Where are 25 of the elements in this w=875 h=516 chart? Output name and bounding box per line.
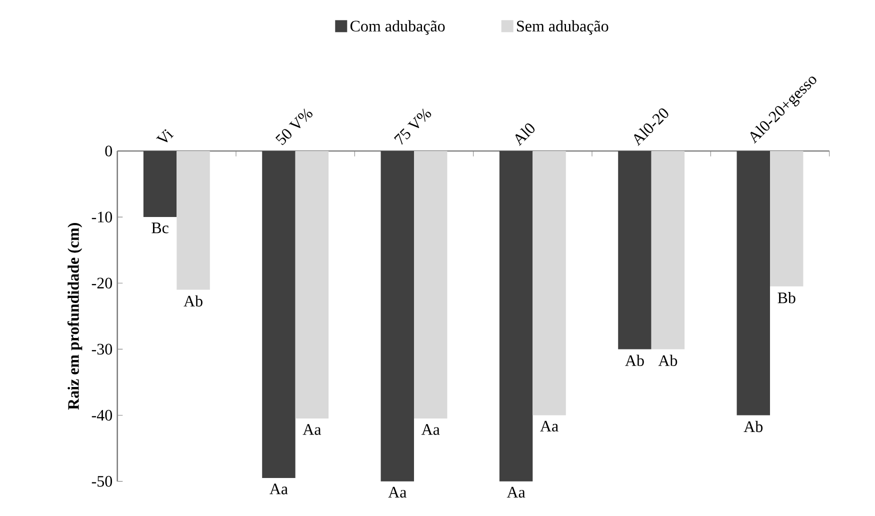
data-label: Ab	[184, 295, 202, 307]
x-tick-label: 75 V%	[394, 108, 432, 145]
data-label: Aa	[270, 484, 288, 494]
data-label: Aa	[302, 424, 322, 435]
y-tick-label: -10	[92, 212, 112, 222]
x-tick-label: 50 V%	[275, 108, 312, 146]
data-label: Aa	[540, 420, 558, 432]
legend-label: Com adubação	[350, 20, 445, 35]
y-tick-label: -30	[92, 344, 112, 355]
y-tick-label: -40	[92, 410, 112, 421]
y-axis-title: Raiz em profundidade (cm)	[67, 223, 82, 410]
data-label: Aa	[421, 424, 440, 435]
y-tick-label: -20	[92, 278, 112, 289]
data-label: Bb	[778, 292, 796, 304]
data-label: Ab	[625, 354, 644, 366]
y-tick-label: 0	[105, 146, 112, 156]
data-label: Ab	[744, 420, 763, 432]
data-label: Bc	[152, 222, 168, 234]
data-label: Aa	[388, 486, 406, 498]
y-tick-label: -50	[92, 476, 112, 487]
x-tick-label: Vi	[156, 129, 174, 142]
data-label: Ab	[658, 354, 678, 366]
legend-label: Sem adubação	[517, 20, 608, 35]
data-label: Aa	[506, 486, 526, 498]
x-tick-label: Al0	[515, 124, 535, 146]
